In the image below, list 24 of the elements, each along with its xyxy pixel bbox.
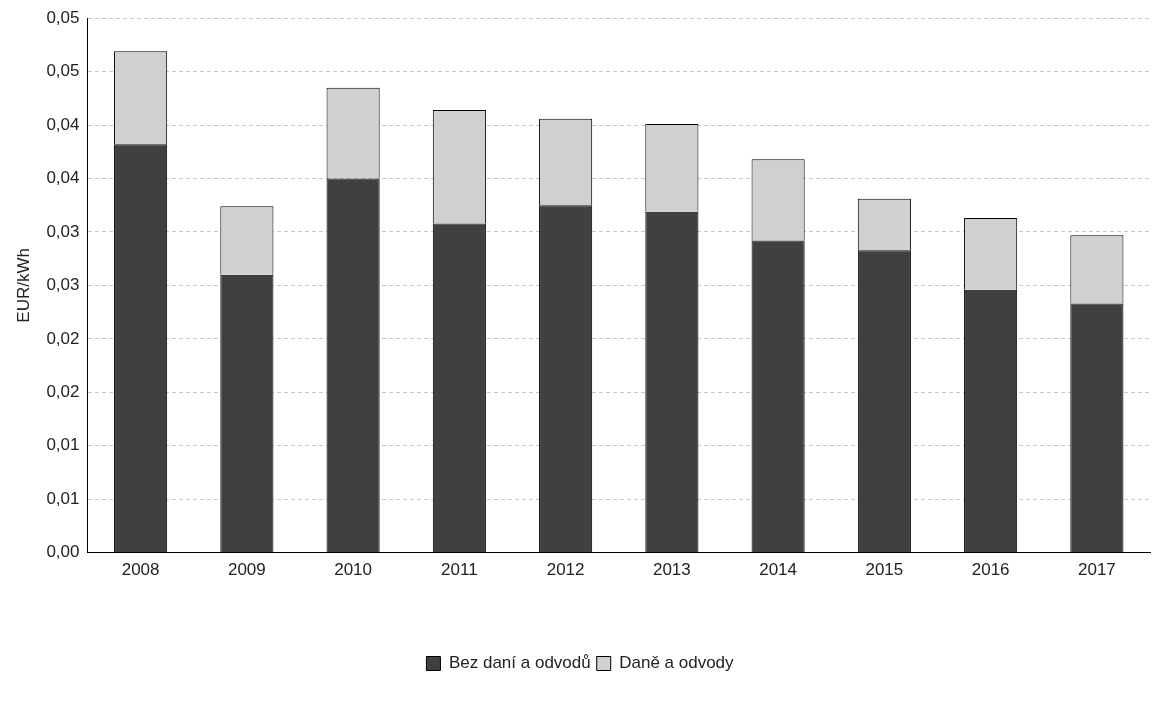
legend-label: Daně a odvody — [619, 653, 735, 673]
y-tick-label: 0,01 — [46, 488, 80, 508]
x-tick-label: 2009 — [227, 560, 266, 580]
y-tick-label: 0,02 — [46, 381, 80, 401]
x-tick-label: 2012 — [546, 560, 585, 580]
y-axis-title: EUR/kWh — [13, 248, 33, 323]
x-tick-label: 2008 — [121, 560, 160, 580]
y-tick-label: 0,03 — [46, 275, 80, 295]
y-tick-label: 0,05 — [46, 61, 80, 81]
y-tick-label: 0,00 — [46, 542, 80, 562]
y-tick-label: 0,03 — [46, 221, 80, 241]
y-tick-label: 0,04 — [46, 114, 80, 134]
y-tick-label: 0,04 — [46, 168, 80, 188]
legend-label: Bez daní a odvodů — [448, 653, 591, 673]
y-tick-label: 0,05 — [46, 7, 80, 27]
y-tick-label: 0,02 — [46, 328, 80, 348]
x-tick-label: 2011 — [441, 560, 478, 580]
x-tick-label: 2013 — [652, 560, 691, 580]
x-tick-label: 2015 — [865, 560, 904, 580]
x-tick-label: 2016 — [971, 560, 1010, 580]
x-tick-label: 2010 — [334, 560, 373, 580]
y-tick-label: 0,01 — [46, 435, 80, 455]
x-tick-label: 2017 — [1077, 560, 1116, 580]
x-tick-label: 2014 — [759, 560, 798, 580]
